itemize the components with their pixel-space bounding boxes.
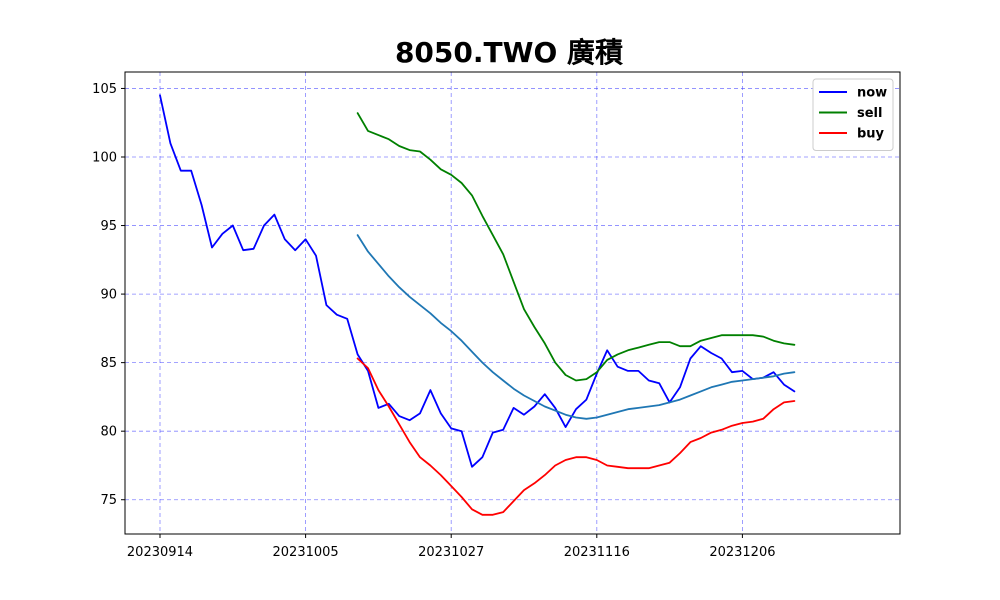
x-tick-label: 20231116 [564, 545, 630, 560]
legend-label-sell: sell [857, 106, 882, 121]
legend: now sell buy [812, 78, 894, 151]
y-tick-label: 80 [100, 425, 117, 440]
y-tick-label: 85 [100, 356, 117, 371]
x-tick-label: 20231027 [418, 545, 484, 560]
legend-label-now: now [857, 86, 887, 101]
grid-lines [125, 72, 900, 534]
chart-title: 8050.TWO 廣積 [395, 36, 623, 69]
y-tick-label: 75 [100, 493, 117, 508]
series-lines [159, 94, 796, 516]
series-line-series-4 [356, 234, 796, 420]
x-axis: 20230914 20231005 20231027 20231116 20231206 [127, 534, 775, 560]
y-tick-label: 90 [100, 288, 117, 303]
y-tick-label: 100 [92, 150, 117, 165]
x-tick-label: 20231206 [709, 545, 775, 560]
legend-label-buy: buy [857, 127, 885, 142]
series-line-buy [356, 357, 796, 516]
x-tick-label: 20231005 [273, 545, 339, 560]
y-tick-label: 105 [92, 82, 117, 97]
x-tick-label: 20230914 [127, 545, 193, 560]
series-line-sell [356, 112, 796, 382]
series-line-now [159, 94, 796, 468]
y-tick-label: 95 [100, 219, 117, 234]
plot-area [124, 71, 901, 535]
y-axis: 75 80 85 90 95 100 105 [92, 82, 125, 508]
